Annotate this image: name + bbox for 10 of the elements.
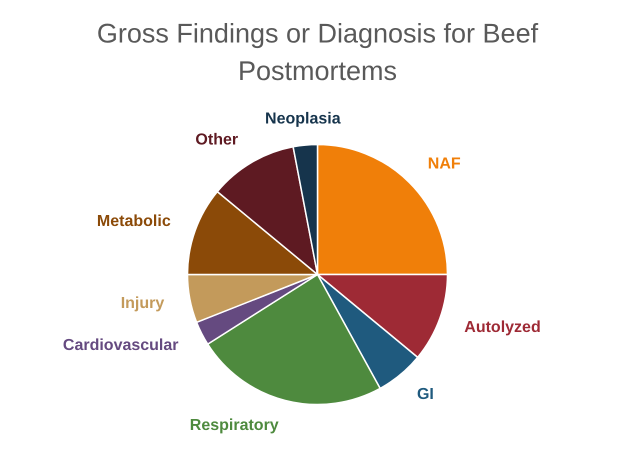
slice-label: Other [195, 132, 238, 149]
slice-label: Respiratory [190, 417, 279, 434]
slice-label: NAF [428, 156, 461, 173]
slice-label: GI [416, 386, 434, 404]
slice-label: Cardiovascular [62, 336, 179, 354]
slice-label: Injury [120, 295, 164, 312]
slice-label: Autolyzed [464, 318, 541, 336]
slice-label: Metabolic [96, 213, 171, 230]
slice-label: Neoplasia [265, 110, 341, 128]
chart-title: Gross Findings or Diagnosis for Beef Postmortems [96, 18, 539, 86]
